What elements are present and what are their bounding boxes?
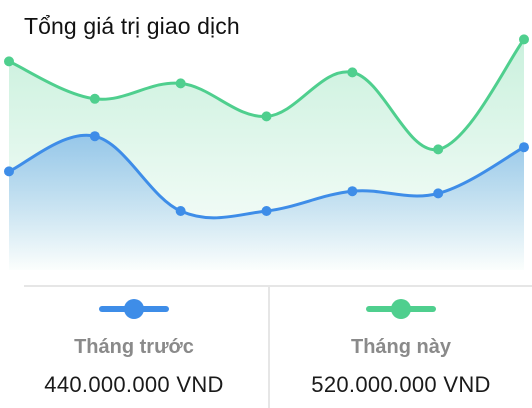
- data-point-previous-3: [175, 206, 186, 216]
- legend-previous-value: 440.000.000 VND: [44, 372, 224, 397]
- legend-current-label: Tháng này: [350, 336, 451, 358]
- data-point-previous-1: [4, 166, 14, 177]
- legend-previous: Tháng trước 440.000.000 VND: [0, 287, 268, 408]
- data-point-current-5: [347, 67, 358, 78]
- legend-current-value: 520.000.000 VND: [311, 372, 491, 397]
- legend-divider-horizontal: [24, 285, 532, 287]
- data-point-previous-2: [89, 131, 100, 142]
- data-point-current-2: [89, 93, 100, 104]
- line-dot-icon: [366, 297, 436, 321]
- data-point-current-7: [519, 34, 529, 45]
- chart-title: Tổng giá trị giao dịch: [24, 13, 240, 39]
- data-point-current-4: [261, 111, 272, 122]
- area-chart: [4, 34, 529, 271]
- data-point-previous-4: [261, 206, 272, 216]
- data-point-current-6: [433, 144, 444, 155]
- data-point-current-3: [175, 78, 186, 89]
- legend-divider-vertical: [268, 287, 270, 408]
- data-point-previous-6: [433, 188, 444, 199]
- legend-current: Tháng này 520.000.000 VND: [270, 287, 532, 408]
- line-dot-icon: [99, 297, 169, 321]
- data-point-previous-7: [519, 142, 529, 153]
- data-point-previous-5: [347, 186, 358, 197]
- data-point-current-1: [4, 56, 14, 67]
- area-fill-previous: [9, 135, 524, 270]
- legend-previous-label: Tháng trước: [74, 336, 194, 358]
